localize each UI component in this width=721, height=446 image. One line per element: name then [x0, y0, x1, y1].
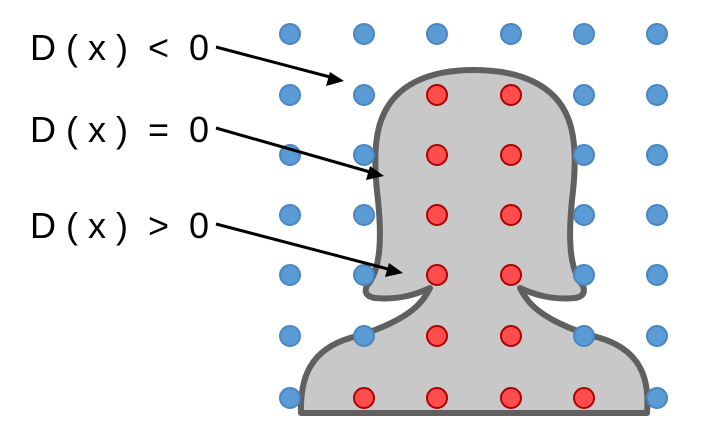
outside-point	[500, 23, 522, 45]
outside-point	[279, 264, 301, 286]
arrow-boundary	[215, 126, 371, 174]
inside-point	[426, 84, 448, 106]
outside-point	[573, 144, 595, 166]
inside-point	[426, 387, 448, 409]
outside-point	[353, 325, 375, 347]
inside-point	[573, 387, 595, 409]
outside-point	[573, 325, 595, 347]
outside-point	[573, 23, 595, 45]
outside-point	[279, 325, 301, 347]
outside-point	[279, 204, 301, 226]
outside-point	[646, 387, 668, 409]
inside-point	[426, 264, 448, 286]
inside-point	[500, 325, 522, 347]
outside-point	[646, 84, 668, 106]
outside-point	[353, 264, 375, 286]
grid-points	[279, 23, 668, 409]
outside-point	[353, 204, 375, 226]
inside-point	[426, 325, 448, 347]
outside-point	[279, 387, 301, 409]
outside-point	[573, 84, 595, 106]
outside-point	[646, 264, 668, 286]
label-inside: D ( x ) > 0	[30, 205, 209, 246]
label-boundary: D ( x ) = 0	[30, 109, 209, 150]
outside-point	[646, 23, 668, 45]
arrow-inside-head	[385, 263, 403, 277]
outside-point	[646, 204, 668, 226]
inside-point	[353, 387, 375, 409]
outside-point	[353, 144, 375, 166]
outside-point	[573, 204, 595, 226]
inside-point	[426, 204, 448, 226]
outside-point	[646, 325, 668, 347]
arrows	[215, 45, 403, 277]
silhouette-shape	[297, 67, 651, 416]
outside-point	[426, 23, 448, 45]
inside-point	[426, 144, 448, 166]
arrow-outside-head	[326, 72, 344, 86]
arrow-outside	[215, 45, 331, 79]
outside-point	[646, 144, 668, 166]
inside-point	[500, 84, 522, 106]
outside-point	[353, 84, 375, 106]
arrow-inside	[215, 222, 389, 271]
inside-point	[500, 264, 522, 286]
outside-point	[353, 23, 375, 45]
outside-point	[573, 264, 595, 286]
outside-point	[279, 23, 301, 45]
arrow-boundary-head	[366, 166, 384, 180]
outside-point	[279, 84, 301, 106]
inside-point	[500, 387, 522, 409]
inside-point	[500, 144, 522, 166]
inside-point	[500, 204, 522, 226]
label-outside: D ( x ) < 0	[30, 27, 209, 68]
